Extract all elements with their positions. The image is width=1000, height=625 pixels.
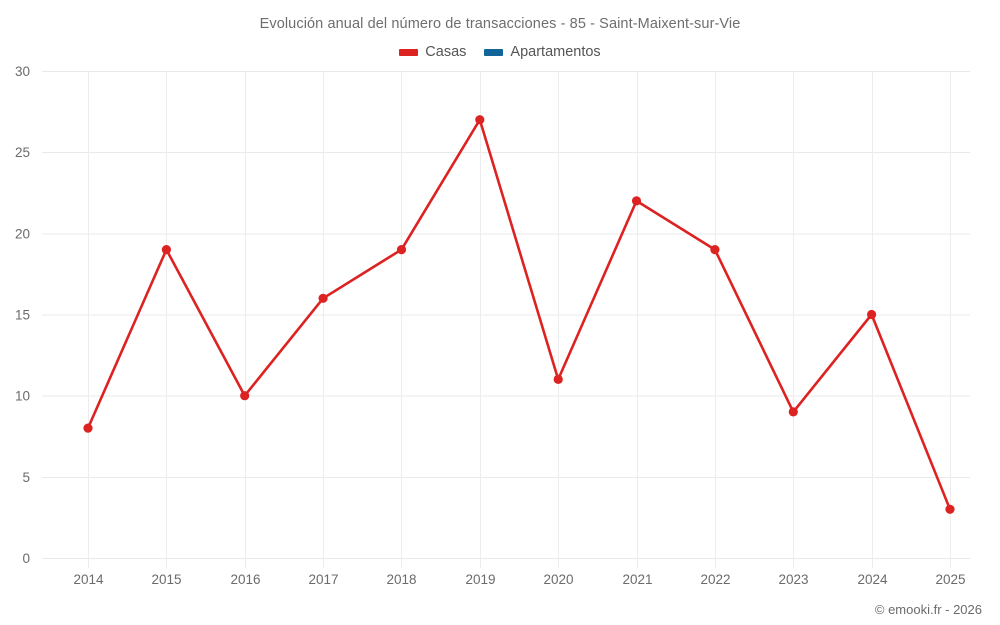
data-series-layer	[83, 115, 955, 514]
chart-title: Evolución anual del número de transaccio…	[259, 16, 741, 32]
data-point-marker[interactable]	[161, 245, 171, 255]
x-tick-label: 2024	[857, 572, 888, 587]
data-point-marker[interactable]	[475, 115, 485, 125]
horizontal-gridlines	[42, 71, 970, 559]
x-tick-label: 2025	[935, 572, 965, 587]
data-point-marker[interactable]	[553, 374, 563, 384]
data-point-marker[interactable]	[945, 504, 955, 514]
x-tick-label: 2020	[543, 572, 573, 587]
legend-label-apartamentos: Apartamentos	[510, 44, 601, 60]
legend-swatch-apartamentos-icon	[484, 48, 504, 56]
y-tick-label: 30	[15, 64, 30, 79]
y-tick-label: 15	[15, 308, 30, 323]
y-tick-label: 25	[15, 145, 30, 160]
data-point-marker[interactable]	[631, 196, 642, 206]
legend-swatch-casas-icon	[399, 48, 419, 56]
x-tick-label: 2019	[465, 572, 495, 587]
chart-legend: Casas Apartamentos	[0, 44, 1000, 60]
y-tick-label: 0	[22, 551, 30, 566]
series-line-casas	[86, 118, 952, 511]
x-tick-label: 2014	[73, 572, 104, 587]
legend-item-casas[interactable]: Casas	[399, 44, 466, 60]
y-axis-tick-labels: 0 5 10 15 20 25 30	[15, 64, 30, 566]
data-point-marker[interactable]	[396, 245, 407, 255]
x-tick-label: 2021	[622, 572, 652, 587]
x-tick-label: 2023	[778, 572, 808, 587]
data-point-marker[interactable]	[318, 293, 328, 303]
data-point-marker[interactable]	[788, 407, 798, 417]
legend-item-apartamentos[interactable]: Apartamentos	[484, 44, 601, 60]
x-tick-label: 2016	[230, 572, 260, 587]
data-point-marker[interactable]	[867, 309, 877, 320]
vertical-gridlines	[88, 71, 951, 568]
data-point-marker[interactable]	[710, 245, 720, 255]
x-tick-label: 2015	[151, 572, 181, 587]
y-tick-label: 10	[15, 389, 30, 404]
legend-label-casas: Casas	[425, 44, 467, 60]
x-tick-label: 2017	[308, 572, 338, 587]
x-tick-label: 2018	[386, 572, 416, 587]
data-point-marker[interactable]	[240, 391, 250, 401]
data-point-marker[interactable]	[83, 423, 93, 433]
x-tick-label: 2022	[700, 572, 730, 587]
y-tick-label: 5	[22, 470, 30, 485]
y-tick-label: 20	[15, 226, 30, 241]
x-axis-tick-labels: 2014 2015 2016 2017 2018 2019 2020 2021 2022 2023…	[73, 572, 965, 587]
copyright-credit: © emooki.fr - 2026	[874, 602, 982, 617]
